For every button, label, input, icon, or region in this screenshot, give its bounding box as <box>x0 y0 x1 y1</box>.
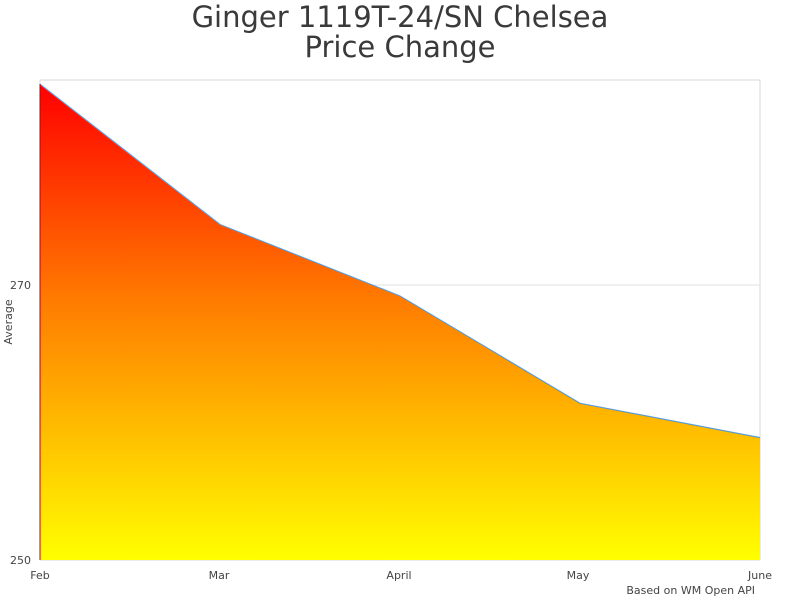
x-tick-april: April <box>386 569 411 582</box>
x-tick-mar: Mar <box>209 569 230 582</box>
x-tick-june: June <box>747 569 772 582</box>
chart-title-line1: Ginger 1119T-24/SN Chelsea <box>191 0 609 34</box>
x-tick-may: May <box>567 569 590 582</box>
area-series-average <box>40 84 760 560</box>
chart-title: Ginger 1119T-24/SN Chelsea Price Change <box>0 0 800 62</box>
x-tick-feb: Feb <box>30 569 49 582</box>
y-tick-250: 250 <box>10 554 31 567</box>
y-axis-label: Average <box>2 299 15 344</box>
y-tick-270: 270 <box>10 279 31 292</box>
line-series-average <box>39 83 761 439</box>
chart-title-line2: Price Change <box>304 30 496 64</box>
credit-text: Based on WM Open API <box>626 584 755 597</box>
